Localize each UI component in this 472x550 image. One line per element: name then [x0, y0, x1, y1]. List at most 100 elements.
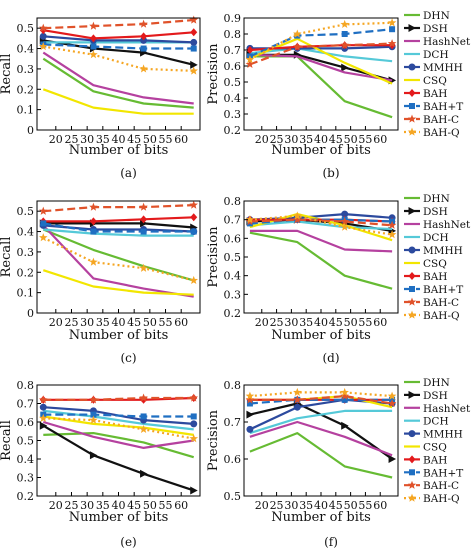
data-point-bah-c	[293, 215, 302, 224]
legend-label: BAH-Q	[423, 310, 460, 322]
data-point-bah-q	[189, 66, 199, 75]
y-tick-label: 0.5	[224, 490, 242, 503]
legend-label: BAH	[423, 88, 447, 100]
legend-label: BAH+T	[423, 101, 463, 113]
data-point-bah	[246, 46, 254, 54]
data-point-bah-q	[89, 50, 98, 59]
x-tick-label: 35	[96, 499, 110, 512]
y-tick-label: 0.8	[224, 379, 242, 392]
legend-marker	[409, 103, 415, 109]
legend-marker	[408, 24, 416, 32]
legend: DHNDSHHashNetDCHMMHHCSQBAHBAH+TBAH-CBAH-…	[404, 377, 471, 505]
x-tick-label: 40	[112, 316, 126, 329]
y-axis-label: Precision	[206, 409, 221, 471]
legend-label: BAH-Q	[423, 493, 460, 505]
y-axis-label: Recall	[0, 54, 14, 95]
y-tick-label: 0	[27, 307, 34, 320]
series-line-bah-t	[43, 43, 194, 50]
data-point-bah-q	[245, 215, 255, 224]
data-point-bah-q	[387, 230, 397, 239]
series-line-dhn	[42, 228, 194, 282]
x-tick-label: 50	[143, 133, 157, 146]
data-point-bah-q	[293, 387, 302, 397]
series-line-bah-q	[249, 21, 393, 61]
data-point-bah-q	[340, 387, 349, 397]
y-tick-label: 0.4	[17, 453, 35, 466]
x-tick-label: 30	[284, 499, 298, 512]
data-point-bah-t	[90, 228, 97, 235]
data-point-dsh	[190, 486, 198, 495]
y-axis-label: Precision	[206, 43, 221, 105]
legend-label: BAH+T	[423, 467, 463, 479]
data-point-bah-c	[245, 395, 255, 404]
x-tick-label: 40	[314, 133, 328, 146]
series-line-dhn	[249, 231, 393, 290]
data-point-mmhh	[293, 403, 301, 411]
subplot-caption: (d)	[322, 351, 339, 365]
series-line-dhn	[249, 432, 393, 479]
series-line-csq	[42, 269, 194, 296]
data-point-bah-q	[38, 42, 48, 51]
series-line-bah-t	[249, 28, 393, 58]
x-tick-label: 35	[96, 316, 110, 329]
subplot-caption: (b)	[322, 166, 339, 180]
series-line-csq	[42, 88, 194, 115]
data-point-bah-q	[139, 424, 148, 434]
x-tick-label: 45	[127, 499, 141, 512]
x-tick-label: 35	[96, 133, 110, 146]
x-tick-label: 60	[174, 316, 188, 329]
data-point-bah-t	[341, 396, 348, 403]
legend-label: CSQ	[423, 442, 447, 454]
legend-label: CSQ	[423, 75, 447, 87]
legend-label: BAH+T	[423, 284, 463, 296]
data-point-bah-c	[245, 59, 255, 69]
data-point-bah-t	[389, 26, 396, 33]
legend-marker	[407, 114, 417, 123]
data-point-bah-q	[387, 18, 397, 27]
legend-marker	[408, 207, 416, 215]
legend-marker	[408, 63, 416, 71]
data-point-bah-q	[245, 391, 255, 400]
x-axis-label: Number of bits	[271, 143, 371, 158]
legend-label: BAH	[423, 454, 447, 466]
legend-label: BAH-C	[423, 480, 459, 492]
subplot-a: 20 25 30 35 40 45 50 55 60 0 0.1 0.2 0.3 0.4 0.5 Number…	[0, 15, 201, 180]
data-point-bah-c	[139, 393, 148, 402]
series-line-bah-c	[43, 396, 194, 401]
series-line-bah-q	[43, 45, 194, 72]
x-tick-label: 20	[255, 133, 269, 146]
x-tick-label: 40	[314, 499, 328, 512]
data-point-bah-c	[89, 21, 98, 30]
legend-marker	[409, 286, 415, 292]
data-point-bah-q	[189, 434, 199, 443]
data-point-bah-t	[90, 411, 97, 418]
x-axis-label: Number of bits	[271, 510, 371, 525]
series-line-dch	[43, 228, 194, 237]
series-line-csq	[249, 395, 393, 409]
y-tick-label: 0.6	[224, 453, 242, 466]
y-tick-label: 0.1	[17, 287, 35, 300]
series-line-dsh	[42, 424, 195, 492]
y-tick-label: 0.6	[224, 232, 242, 245]
x-axis-label: Number of bits	[69, 510, 169, 525]
data-point-bah-c	[387, 220, 397, 229]
x-tick-label: 50	[344, 499, 358, 512]
y-tick-label: 0.9	[224, 12, 242, 25]
x-axis-label: Number of bits	[69, 143, 169, 158]
y-tick-label: 0.7	[224, 214, 242, 227]
series-line-bah-q	[249, 214, 393, 236]
data-point-bah	[140, 215, 148, 224]
data-point-bah-q	[245, 55, 255, 64]
data-point-mmhh	[39, 403, 47, 411]
data-point-bah	[140, 32, 148, 41]
series-line-bah-t	[43, 413, 194, 418]
data-point-bah-c	[340, 391, 349, 400]
data-point-bah-t	[140, 228, 147, 235]
y-tick-label: 0.3	[224, 108, 242, 121]
legend-marker	[408, 455, 416, 464]
data-point-bah-c	[340, 217, 349, 226]
subplot-caption: (e)	[120, 535, 136, 549]
x-tick-label: 25	[270, 133, 284, 146]
legend-label: DSH	[423, 206, 448, 218]
